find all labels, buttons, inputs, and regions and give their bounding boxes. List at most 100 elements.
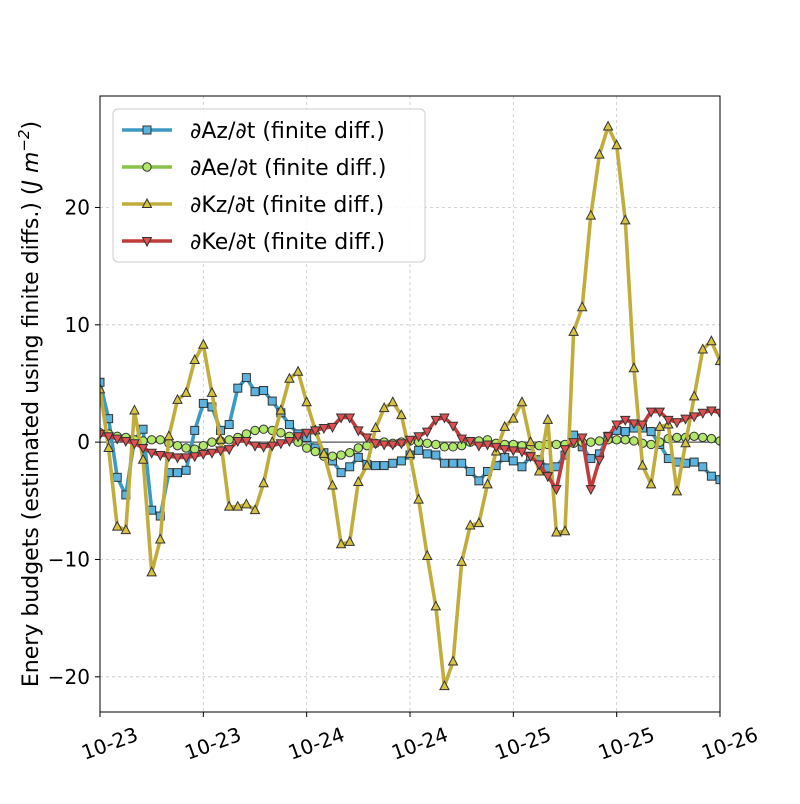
point-3-63 <box>637 420 648 431</box>
point-3-4 <box>129 439 140 450</box>
point-3-54 <box>559 445 571 456</box>
legend-label-1: ∂Ae/∂t (finite diff.) <box>190 156 386 181</box>
point-2-49 <box>516 396 528 407</box>
point-0-44 <box>474 476 484 486</box>
point-2-14 <box>215 433 226 444</box>
point-1-25 <box>310 446 320 457</box>
point-3-71 <box>706 406 717 417</box>
point-3-21 <box>275 439 287 450</box>
point-2-13 <box>206 386 218 397</box>
point-2-43 <box>464 519 476 530</box>
point-2-29 <box>344 535 356 546</box>
point-2-22 <box>284 372 295 383</box>
point-3-5 <box>137 444 149 455</box>
point-3-55 <box>568 438 579 449</box>
legend-item-0: ∂Az/∂t (finite diff.) <box>122 119 385 144</box>
point-2-63 <box>637 459 648 470</box>
legend-box <box>112 108 426 263</box>
point-0-70 <box>698 462 708 472</box>
point-3-34 <box>387 440 399 451</box>
point-2-67 <box>671 485 683 496</box>
point-0-30 <box>353 452 363 462</box>
point-0-28 <box>336 468 346 478</box>
point-3-3 <box>120 436 132 448</box>
point-0-15 <box>224 420 234 430</box>
point-1-19 <box>258 424 269 434</box>
point-3-6 <box>146 448 157 459</box>
point-3-49 <box>516 447 528 458</box>
point-3-65 <box>654 407 666 418</box>
point-0-43 <box>465 466 475 476</box>
legend: ∂Az/∂t (finite diff.) ∂Ae/∂t (finite diff… <box>112 108 426 263</box>
point-2-16 <box>232 500 244 511</box>
point-3-16 <box>232 436 244 448</box>
point-2-71 <box>706 335 717 346</box>
point-2-51 <box>533 465 545 476</box>
legend-marker-2 <box>141 197 153 208</box>
point-1-18 <box>250 425 260 436</box>
point-2-0 <box>100 383 106 394</box>
point-2-11 <box>189 353 201 364</box>
point-3-27 <box>327 422 338 433</box>
point-1-62 <box>629 436 639 446</box>
point-1-41 <box>448 442 458 452</box>
x-tick-label-2: 10-24 <box>285 722 348 764</box>
point-1-6 <box>146 435 157 445</box>
x-tick-label-5: 10-25 <box>595 722 658 764</box>
axis-ticks: 10-23 10-23 10-24 10-24 10-25 10-25 10-26 −20 −1… <box>48 195 761 764</box>
point-2-72 <box>714 355 720 366</box>
point-2-39 <box>430 600 442 611</box>
point-1-21 <box>276 428 286 438</box>
point-3-37 <box>413 432 424 443</box>
point-2-1 <box>103 441 114 452</box>
point-3-10 <box>180 453 192 464</box>
point-3-22 <box>284 436 295 448</box>
point-2-59 <box>602 120 614 131</box>
point-0-64 <box>646 427 656 437</box>
point-0-18 <box>250 387 260 397</box>
point-3-15 <box>223 445 235 456</box>
point-2-17 <box>241 498 252 509</box>
point-0-48 <box>508 456 518 466</box>
point-3-7 <box>154 451 166 462</box>
point-1-64 <box>646 439 656 450</box>
point-2-56 <box>576 301 588 312</box>
point-0-40 <box>439 458 449 468</box>
point-3-26 <box>318 424 330 435</box>
series-2 <box>100 120 720 691</box>
point-0-17 <box>241 373 251 383</box>
point-2-50 <box>525 436 536 447</box>
point-1-60 <box>611 435 622 445</box>
point-2-12 <box>198 338 209 349</box>
point-3-41 <box>447 421 459 432</box>
y-axis-label-close: ) <box>19 121 44 130</box>
legend-marker-3 <box>141 237 153 248</box>
point-0-35 <box>396 456 406 466</box>
point-1-15 <box>224 435 234 445</box>
y-axis-label-unit: J m <box>19 152 44 191</box>
point-3-8 <box>163 452 175 463</box>
point-0-11 <box>190 425 200 435</box>
legend-label-2: ∂Kz/∂t (finite diff.) <box>190 193 384 218</box>
point-3-19 <box>258 442 269 453</box>
point-3-18 <box>249 441 261 452</box>
point-2-7 <box>154 533 166 544</box>
x-tick-label-4: 10-25 <box>492 722 555 764</box>
point-3-28 <box>335 413 347 424</box>
point-2-3 <box>120 524 132 535</box>
point-3-70 <box>697 408 709 419</box>
y-tick-label-1: −10 <box>48 547 90 571</box>
point-2-5 <box>137 453 149 464</box>
point-2-32 <box>370 421 381 433</box>
point-3-59 <box>602 432 614 443</box>
point-1-29 <box>345 447 355 458</box>
point-0-12 <box>198 398 208 408</box>
point-2-34 <box>387 396 399 407</box>
series-layer <box>100 120 720 691</box>
point-2-19 <box>258 477 269 488</box>
point-1-70 <box>698 432 708 443</box>
legend-label-0: ∂Az/∂t (finite diff.) <box>190 119 385 144</box>
point-3-51 <box>533 460 545 471</box>
point-1-38 <box>422 438 432 449</box>
